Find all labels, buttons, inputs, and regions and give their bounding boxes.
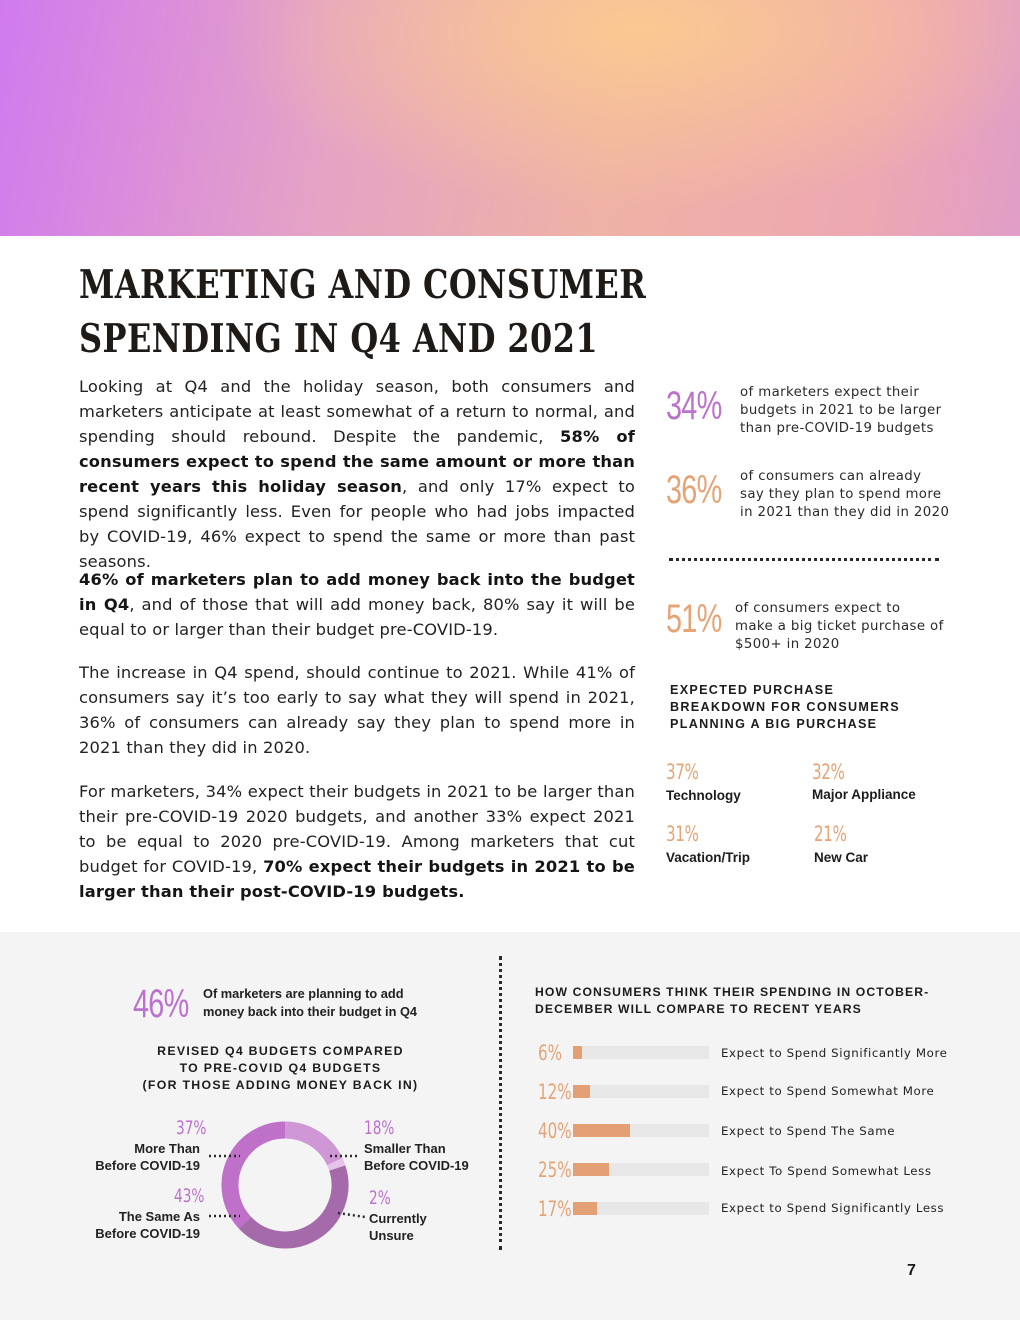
bar-track bbox=[573, 1046, 709, 1059]
bar-fill bbox=[573, 1046, 582, 1059]
heading-line: PLANNING A BIG PURCHASE bbox=[670, 717, 878, 731]
heading-line: HOW CONSUMERS THINK THEIR SPENDING IN OC… bbox=[535, 985, 930, 999]
heading-line: REVISED Q4 BUDGETS COMPARED bbox=[157, 1044, 404, 1058]
stat-line: $500+ in 2020 bbox=[735, 637, 840, 652]
stat-line: say they plan to spend more bbox=[740, 487, 942, 502]
label-line: Before COVID-19 bbox=[95, 1158, 200, 1173]
q4-marketers-pct: 46% bbox=[133, 982, 189, 1026]
breakdown-heading: EXPECTED PURCHASE BREAKDOWN FOR CONSUMER… bbox=[670, 682, 900, 733]
ring-label-smaller: Smaller Than Before COVID-19 bbox=[364, 1140, 469, 1174]
bar-label: Expect to Spend Somewhat More bbox=[721, 1084, 935, 1098]
label-line: More Than bbox=[134, 1141, 200, 1156]
breakdown-label: New Car bbox=[814, 850, 869, 865]
bold-span: 58% of consumers expect to spend the sam… bbox=[79, 427, 635, 496]
ring-label-unsure: Currently Unsure bbox=[369, 1210, 427, 1244]
bar-track bbox=[573, 1124, 709, 1137]
bar-fill bbox=[573, 1163, 609, 1176]
dotted-divider bbox=[669, 558, 939, 561]
bar-label: Expect To Spend Somewhat Less bbox=[721, 1164, 932, 1178]
text-span: , and only 17% expect to spend significa… bbox=[79, 477, 635, 571]
ring-chart-heading: REVISED Q4 BUDGETS COMPARED TO PRE-COVID… bbox=[108, 1043, 453, 1094]
heading-line: TO PRE-COVID Q4 BUDGETS bbox=[179, 1061, 382, 1075]
ring-pct-same: 43% bbox=[174, 1185, 205, 1207]
title-line-1: MARKETING AND CONSUMER bbox=[79, 262, 647, 308]
page-number: 7 bbox=[907, 1262, 916, 1279]
bar-label: Expect to Spend Significantly More bbox=[721, 1046, 948, 1060]
heading-line: DECEMBER WILL COMPARE TO RECENT YEARS bbox=[535, 1002, 862, 1016]
stat-line: of consumers can already bbox=[740, 469, 922, 484]
label-line: Before COVID-19 bbox=[95, 1226, 200, 1241]
bar-label: Expect to Spend The Same bbox=[721, 1124, 896, 1138]
breakdown-label: Major Appliance bbox=[812, 787, 916, 802]
breakdown-pct: 31% bbox=[666, 822, 699, 846]
caption-line: Of marketers are planning to add bbox=[203, 986, 404, 1001]
breakdown-pct: 37% bbox=[666, 760, 699, 784]
header-gradient-banner bbox=[0, 0, 1020, 236]
ring-label-more: More Than Before COVID-19 bbox=[90, 1140, 200, 1174]
bar-pct: 25% bbox=[538, 1158, 572, 1182]
ring-pct-more: 37% bbox=[176, 1117, 207, 1139]
stat-text-36: of consumers can already say they plan t… bbox=[740, 468, 949, 522]
stat-pct-36: 36% bbox=[666, 468, 722, 512]
stat-pct-34: 34% bbox=[666, 384, 722, 428]
bar-pct: 12% bbox=[538, 1080, 572, 1104]
stat-line: of marketers expect their bbox=[740, 385, 920, 400]
caption-line: money back into their budget in Q4 bbox=[203, 1004, 418, 1019]
text-span: The increase in Q4 spend, should continu… bbox=[79, 663, 635, 757]
heading-line: EXPECTED PURCHASE bbox=[670, 683, 835, 697]
stat-line: make a big ticket purchase of bbox=[735, 619, 944, 634]
bar-pct: 40% bbox=[538, 1119, 572, 1143]
stat-pct-51: 51% bbox=[666, 597, 722, 641]
text-span: , and of those that will add money back,… bbox=[79, 595, 635, 639]
label-line: Smaller Than bbox=[364, 1141, 446, 1156]
stat-line: in 2021 than they did in 2020 bbox=[740, 505, 950, 520]
bar-track bbox=[573, 1163, 709, 1176]
ring-pct-smaller: 18% bbox=[364, 1117, 395, 1139]
body-paragraph-4: For marketers, 34% expect their budgets … bbox=[79, 779, 635, 904]
q4-marketers-caption: Of marketers are planning to add money b… bbox=[203, 985, 417, 1021]
label-line: The Same As bbox=[118, 1209, 200, 1224]
stat-text-34: of marketers expect their budgets in 202… bbox=[740, 384, 942, 438]
label-line: Unsure bbox=[369, 1228, 414, 1243]
page-title: MARKETING AND CONSUMER SPENDING IN Q4 AN… bbox=[79, 258, 669, 366]
vertical-dotted-divider bbox=[499, 956, 502, 1250]
breakdown-pct: 32% bbox=[812, 760, 845, 784]
heading-line: (FOR THOSE ADDING MONEY BACK IN) bbox=[142, 1078, 419, 1092]
bar-pct: 6% bbox=[538, 1041, 562, 1065]
stat-line: of consumers expect to bbox=[735, 601, 901, 616]
stat-line: than pre-COVID-19 budgets bbox=[740, 421, 934, 436]
bar-track bbox=[573, 1085, 709, 1098]
bar-fill bbox=[573, 1124, 630, 1137]
breakdown-pct: 21% bbox=[814, 822, 847, 846]
bar-fill bbox=[573, 1202, 597, 1215]
body-paragraph-1: Looking at Q4 and the holiday season, bo… bbox=[79, 374, 635, 574]
bold-span: 46% of marketers plan to add money back … bbox=[79, 570, 635, 614]
ring-label-same: The Same As Before COVID-19 bbox=[90, 1208, 200, 1242]
bold-span: 70% expect their budgets in 2021 to be l… bbox=[79, 857, 635, 901]
breakdown-label: Technology bbox=[666, 788, 741, 803]
stat-line: budgets in 2021 to be larger bbox=[740, 403, 942, 418]
label-line: Currently bbox=[369, 1211, 427, 1226]
bar-label: Expect to Spend Significantly Less bbox=[721, 1201, 945, 1215]
label-line: Before COVID-19 bbox=[364, 1158, 469, 1173]
bar-chart-heading: HOW CONSUMERS THINK THEIR SPENDING IN OC… bbox=[535, 984, 929, 1018]
heading-line: BREAKDOWN FOR CONSUMERS bbox=[670, 700, 900, 714]
bar-fill bbox=[573, 1085, 590, 1098]
body-paragraph-2: 46% of marketers plan to add money back … bbox=[79, 567, 635, 642]
text-span: For marketers, 34% expect their budgets … bbox=[79, 782, 635, 876]
title-line-2: SPENDING IN Q4 AND 2021 bbox=[79, 316, 599, 362]
bar-track bbox=[573, 1202, 709, 1215]
bar-pct: 17% bbox=[538, 1197, 572, 1221]
body-paragraph-3: The increase in Q4 spend, should continu… bbox=[79, 660, 635, 760]
text-span: Looking at Q4 and the holiday season, bo… bbox=[79, 377, 635, 446]
stat-text-51: of consumers expect to make a big ticket… bbox=[735, 600, 944, 654]
breakdown-label: Vacation/Trip bbox=[666, 850, 751, 865]
ring-pct-unsure: 2% bbox=[369, 1187, 391, 1209]
bottom-panel bbox=[0, 932, 1020, 1320]
